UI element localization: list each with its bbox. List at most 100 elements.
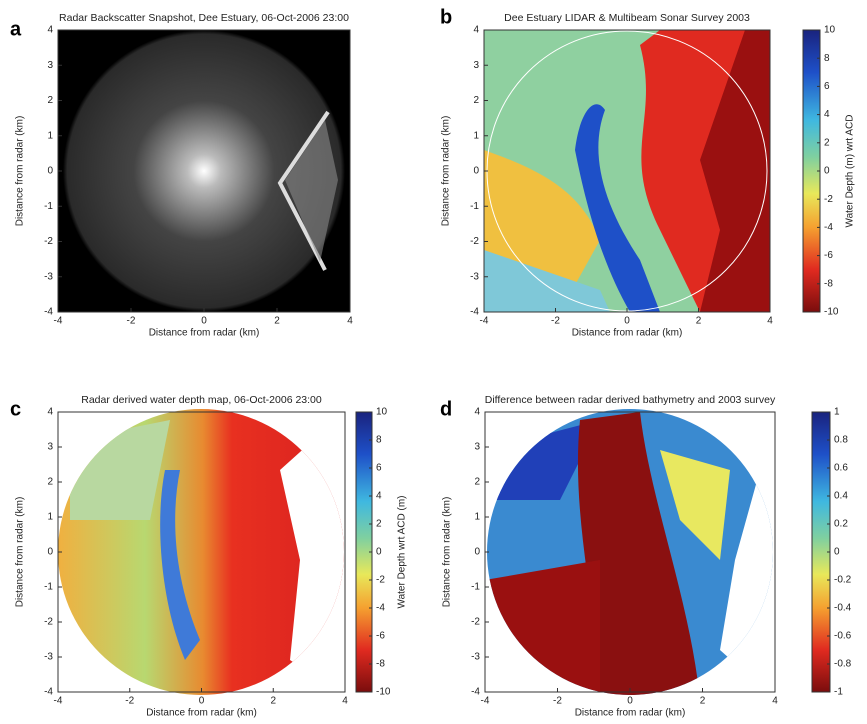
y-axis-label: Distance from radar (km) xyxy=(442,497,453,608)
image-b xyxy=(484,30,770,312)
y-tick-label: -1 xyxy=(44,201,53,212)
colorbar-tick-label: 8 xyxy=(376,435,382,446)
colorbar-label: Water Depth (m) wrt ACD xyxy=(845,115,856,228)
colorbar-tick-label: 4 xyxy=(824,109,830,120)
y-tick-label: 1 xyxy=(47,130,53,141)
x-tick-label: -2 xyxy=(127,316,136,327)
colorbar-tick-label: 0 xyxy=(376,547,382,558)
y-tick-label: 0 xyxy=(47,547,53,558)
x-tick-label: -2 xyxy=(551,316,560,327)
y-tick-label: 4 xyxy=(47,407,53,418)
x-axis-label: Distance from radar (km) xyxy=(572,328,683,339)
colorbar-tick-label: -10 xyxy=(376,687,391,698)
x-tick-label: 4 xyxy=(342,696,348,707)
colorbar-tick-label: 0.6 xyxy=(834,463,848,474)
y-axis-label: Distance from radar (km) xyxy=(15,116,26,227)
colorbar-tick-label: -2 xyxy=(824,194,833,205)
colorbar-tick-label: 0.4 xyxy=(834,491,848,502)
colorbar-tick-label: 10 xyxy=(376,407,388,418)
y-tick-label: -1 xyxy=(44,582,53,593)
y-tick-label: -2 xyxy=(470,236,479,247)
x-tick-label: 4 xyxy=(347,316,353,327)
y-tick-label: -1 xyxy=(471,582,480,593)
x-tick-label: 0 xyxy=(199,696,205,707)
x-tick-label: 2 xyxy=(696,316,702,327)
colorbar-tick-label: 6 xyxy=(824,81,830,92)
image-c xyxy=(58,409,348,699)
panel-label: d xyxy=(440,398,452,420)
colorbar-tick-label: -2 xyxy=(376,575,385,586)
colorbar-tick-label: -4 xyxy=(824,222,833,233)
colorbar-tick-label: 6 xyxy=(376,463,382,474)
y-tick-label: -3 xyxy=(44,652,53,663)
y-tick-label: 0 xyxy=(474,547,480,558)
y-tick-label: 3 xyxy=(47,442,53,453)
y-tick-label: -3 xyxy=(470,271,479,282)
x-axis-label: Distance from radar (km) xyxy=(149,328,260,339)
y-tick-label: 2 xyxy=(47,95,53,106)
colorbar-tick-label: -0.6 xyxy=(834,631,852,642)
y-tick-label: 1 xyxy=(47,512,53,523)
x-tick-label: 2 xyxy=(274,316,280,327)
panel-label: c xyxy=(10,398,21,420)
panel-label: b xyxy=(440,6,452,28)
chart-title: Radar derived water depth map, 06-Oct-20… xyxy=(81,394,322,406)
chart-title: Dee Estuary LIDAR & Multibeam Sonar Surv… xyxy=(504,12,750,24)
y-tick-label: 2 xyxy=(47,477,53,488)
x-tick-label: -4 xyxy=(480,316,489,327)
y-tick-label: -1 xyxy=(470,201,479,212)
y-tick-label: 2 xyxy=(473,95,479,106)
y-tick-label: 0 xyxy=(47,166,53,177)
y-tick-label: 3 xyxy=(473,60,479,71)
x-tick-label: -2 xyxy=(125,696,134,707)
x-tick-label: -4 xyxy=(481,696,490,707)
colorbar-tick-label: 2 xyxy=(376,519,382,530)
x-tick-label: 2 xyxy=(700,696,706,707)
y-tick-label: -4 xyxy=(471,687,480,698)
y-tick-label: 1 xyxy=(473,130,479,141)
colorbar-tick-label: -8 xyxy=(824,278,833,289)
image-d xyxy=(485,409,775,700)
y-tick-label: 3 xyxy=(474,442,480,453)
y-axis-label: Distance from radar (km) xyxy=(441,116,452,227)
y-tick-label: -2 xyxy=(44,617,53,628)
chart-title: Difference between radar derived bathyme… xyxy=(485,394,776,406)
y-tick-label: -4 xyxy=(44,307,53,318)
y-tick-label: 2 xyxy=(474,477,480,488)
colorbar-tick-label: -0.4 xyxy=(834,603,852,614)
y-tick-label: -2 xyxy=(471,617,480,628)
colorbar-tick-label: -0.8 xyxy=(834,659,852,670)
y-tick-label: -3 xyxy=(471,652,480,663)
y-tick-label: -4 xyxy=(44,687,53,698)
figure: a Radar Backscatter Snapshot, Dee Estuary… xyxy=(0,0,867,724)
colorbar-tick-label: -1 xyxy=(834,687,843,698)
y-tick-label: 4 xyxy=(474,407,480,418)
colorbar-tick-label: -6 xyxy=(376,631,385,642)
colorbar-tick-label: 2 xyxy=(824,137,830,148)
x-tick-label: 2 xyxy=(270,696,276,707)
x-tick-label: -4 xyxy=(54,696,63,707)
y-tick-label: 4 xyxy=(473,25,479,36)
chart-title: Radar Backscatter Snapshot, Dee Estuary,… xyxy=(59,12,349,24)
x-tick-label: 0 xyxy=(624,316,630,327)
y-tick-label: 3 xyxy=(47,60,53,71)
colorbar-tick-label: 0 xyxy=(824,166,830,177)
colorbar-tick-label: 4 xyxy=(376,491,382,502)
x-tick-label: 4 xyxy=(767,316,773,327)
colorbar-tick-label: 0 xyxy=(834,547,840,558)
colorbar-tick-label: 8 xyxy=(824,53,830,64)
x-tick-label: 0 xyxy=(201,316,207,327)
colorbar-label: Water Depth wrt ACD (m) xyxy=(397,496,408,609)
y-tick-label: 1 xyxy=(474,512,480,523)
colorbar-tick-label: -4 xyxy=(376,603,385,614)
y-tick-label: 0 xyxy=(473,166,479,177)
colorbar-tick-label: -8 xyxy=(376,659,385,670)
colorbar-tick-label: 1 xyxy=(834,407,840,418)
x-tick-label: -4 xyxy=(54,316,63,327)
x-tick-label: 0 xyxy=(627,696,633,707)
panel-label: a xyxy=(10,18,22,40)
colorbar-tick-label: 10 xyxy=(824,25,836,36)
x-tick-label: -2 xyxy=(553,696,562,707)
y-axis-label: Distance from radar (km) xyxy=(15,497,26,608)
x-tick-label: 4 xyxy=(772,696,778,707)
